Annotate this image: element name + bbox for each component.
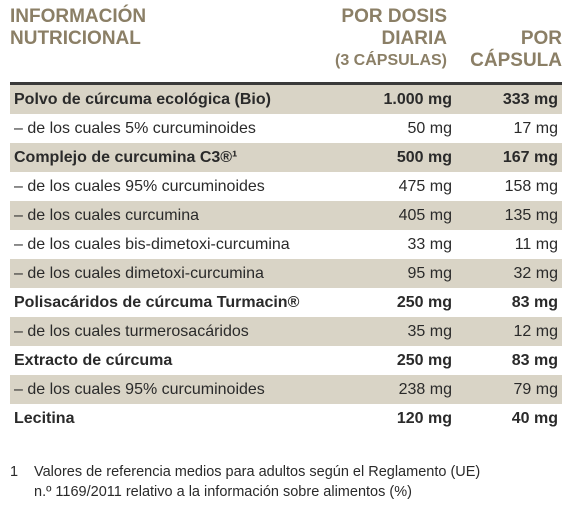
table-header: INFORMACIÓN NUTRICIONAL POR DOSIS DIARIA… [10,6,562,82]
row-label: – de los cuales 95% curcuminoides [14,177,265,195]
daily-amount: 405 mg [358,201,464,230]
header-nutrition: INFORMACIÓN NUTRICIONAL [10,6,146,50]
footnote-line: n.º 1169/2011 relativo a la información … [34,484,412,500]
daily-amount: 35 mg [358,317,464,346]
header-line: INFORMACIÓN [10,6,147,27]
header-line: POR [520,28,562,49]
table-row: Complejo de curcumina C3®¹ 500 mg 167 mg [10,143,562,172]
row-label: – de los cuales 95% curcuminoides [10,375,358,404]
daily-amount: 95 mg [358,259,464,288]
table-row: – de los cuales turmerosacáridos 35 mg 12 … [10,317,562,346]
daily-amount: 238 mg [358,375,464,404]
table-row: Polisacáridos de cúrcuma Turmacin® 250 mg… [10,288,562,317]
footnote-line: Valores de referencia medios para adulto… [34,464,481,480]
table-row: – de los cuales dimetoxi-curcumina 95 mg 3… [10,259,562,288]
header-line: NUTRICIONAL [10,28,141,49]
header-rule [10,82,562,85]
footnote: 1 Valores de referencia medios para adul… [10,462,562,502]
header-line: (3 CÁPSULAS) [334,52,447,69]
table-row: – de los cuales bis-dimetoxi-curcumina 33… [10,230,562,259]
row-label: – de los cuales curcumina [10,201,358,230]
row-label: Polvo de cúrcuma ecológica (Bio) [10,85,358,114]
daily-amount: 250 mg [396,293,452,311]
daily-amount: 50 mg [407,119,452,137]
daily-amount: 33 mg [407,235,452,253]
capsule-amount: 79 mg [464,375,562,404]
row-label: – de los cuales 5% curcuminoides [14,119,256,137]
header-line: POR DOSIS [341,6,447,27]
header-capsule: POR CÁPSULA [470,28,562,72]
table-row: Polvo de cúrcuma ecológica (Bio) 1.000 mg… [10,85,562,114]
table-row: – de los cuales 95% curcuminoides 238 mg 7… [10,375,562,404]
row-label: – de los cuales dimetoxi-curcumina [10,259,358,288]
table-row: Extracto de cúrcuma 250 mg 83 mg [10,346,562,375]
capsule-amount: 135 mg [464,201,562,230]
row-label: Polisacáridos de cúrcuma Turmacin® [14,293,300,311]
table-row: – de los cuales curcumina 405 mg 135 mg [10,201,562,230]
daily-amount: 120 mg [396,409,452,427]
daily-amount: 500 mg [358,143,464,172]
capsule-amount: 12 mg [464,317,562,346]
row-label: – de los cuales bis-dimetoxi-curcumina [14,235,290,253]
table-row: – de los cuales 95% curcuminoides 475 mg 1… [10,172,562,201]
row-label: Complejo de curcumina C3®¹ [10,143,358,172]
capsule-amount: 17 mg [513,119,558,137]
row-label: – de los cuales turmerosacáridos [10,317,358,346]
capsule-amount: 158 mg [504,177,558,195]
header-line: CÁPSULA [470,50,562,71]
capsule-amount: 11 mg [514,235,558,253]
daily-amount: 1.000 mg [358,85,464,114]
daily-amount: 250 mg [396,351,452,369]
table-row: – de los cuales 5% curcuminoides 50 mg 17 … [10,114,562,143]
capsule-amount: 40 mg [511,409,558,427]
capsule-amount: 167 mg [464,143,562,172]
capsule-amount: 83 mg [511,351,558,369]
capsule-amount: 83 mg [511,293,558,311]
header-daily: POR DOSIS DIARIA (3 CÁPSULAS) [335,6,447,72]
row-label: Extracto de cúrcuma [14,351,173,369]
daily-amount: 475 mg [398,177,452,195]
capsule-amount: 32 mg [464,259,562,288]
header-line: DIARIA [381,28,447,49]
table-row: Lecitina 120 mg 40 mg [10,404,562,433]
footnote-marker: 1 [10,464,19,480]
capsule-amount: 333 mg [464,85,562,114]
row-label: Lecitina [14,409,75,427]
nutrition-table: Polvo de cúrcuma ecológica (Bio) 1.000 mg… [10,85,562,433]
